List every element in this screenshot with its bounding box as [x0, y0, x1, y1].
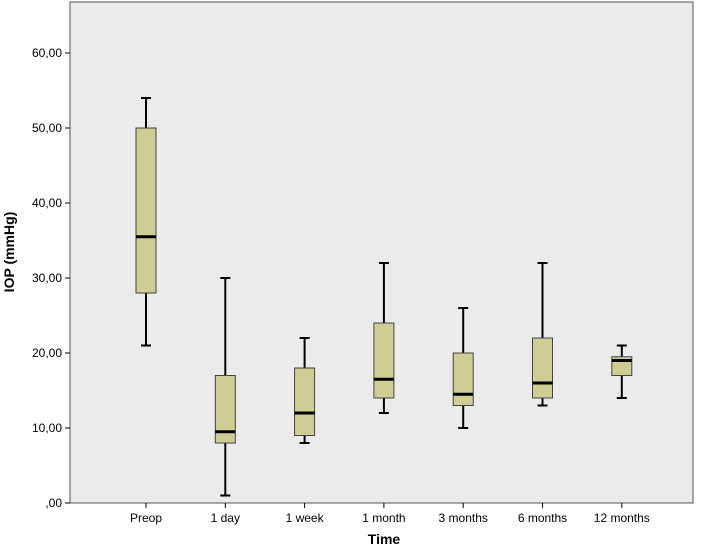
y-tick-label: 10,00 — [32, 421, 62, 435]
x-axis: Preop 1 day 1 week 1 month 3 months 6 months 1… — [130, 503, 650, 525]
iqr-box — [373, 322, 395, 399]
iqr-box — [214, 375, 236, 444]
iqr-box — [532, 337, 553, 399]
y-tick-label: 30,00 — [32, 271, 62, 285]
plot-area — [69, 1, 694, 504]
x-tick-label: 6 months — [518, 511, 567, 525]
x-tick-label: 1 day — [211, 511, 240, 525]
x-tick-label: 1 month — [362, 511, 405, 525]
y-tick-label: 20,00 — [32, 346, 62, 360]
box-12-months — [611, 344, 633, 399]
x-axis-title: Time — [368, 531, 401, 545]
box-3-months — [452, 307, 474, 429]
x-tick-label: 3 months — [439, 511, 488, 525]
x-tick-label: 12 months — [594, 511, 650, 525]
box-1-month — [373, 262, 395, 414]
x-tick-label: Preop — [130, 511, 162, 525]
y-tick-label: 50,00 — [32, 121, 62, 135]
box-1-day — [214, 277, 236, 497]
iqr-box — [452, 352, 474, 406]
y-axis-title: IOP (mmHg) — [1, 212, 17, 293]
x-tick-label: 1 week — [286, 511, 325, 525]
box-6-months — [532, 262, 553, 407]
y-tick-label: ,00 — [45, 496, 62, 510]
iqr-box — [135, 127, 157, 294]
box-1-week — [294, 337, 316, 444]
y-tick-label: 40,00 — [32, 196, 62, 210]
box-preop — [135, 97, 157, 347]
iqr-box — [294, 367, 316, 436]
y-axis: ,00 10,00 20,00 30,00 40,00 50,00 60,00 — [32, 46, 70, 510]
boxes-group — [135, 97, 633, 497]
y-tick-label: 60,00 — [32, 46, 62, 60]
